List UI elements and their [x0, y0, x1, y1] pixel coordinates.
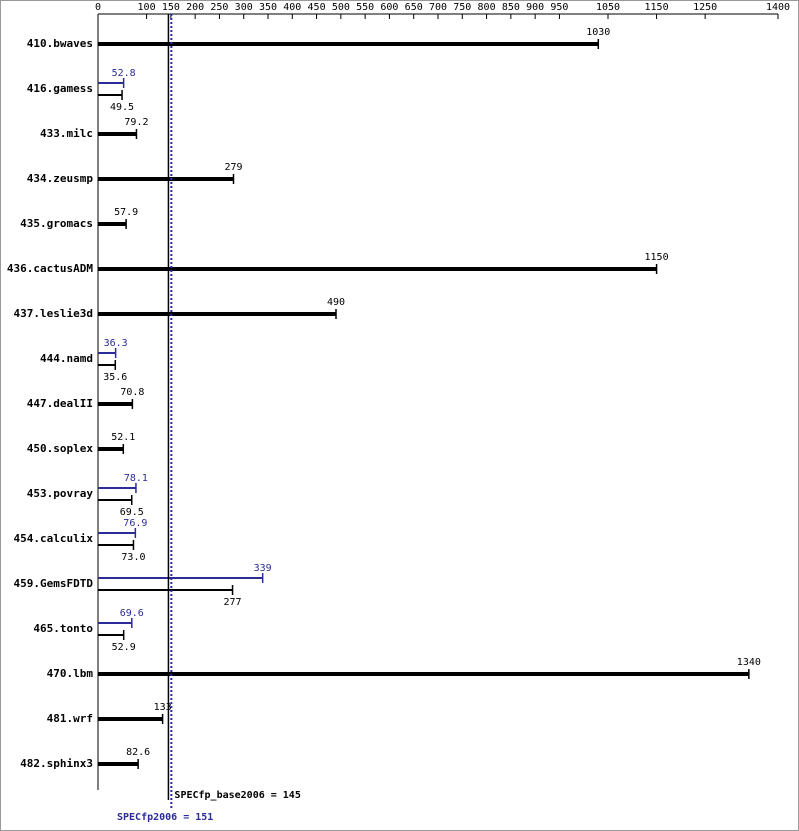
value-label: 36.3 [104, 338, 128, 349]
x-tick-label: 750 [453, 2, 471, 13]
value-label: 73.0 [121, 552, 145, 563]
category-label: 410.bwaves [27, 37, 93, 50]
value-label: 339 [254, 563, 272, 574]
category-label: 436.cactusADM [7, 262, 93, 275]
x-tick-label: 150 [162, 2, 180, 13]
value-label: 277 [224, 597, 242, 608]
reference-label: SPECfp2006 = 151 [117, 812, 213, 823]
x-tick-label: 0 [95, 2, 101, 13]
x-tick-label: 350 [259, 2, 277, 13]
x-tick-label: 800 [478, 2, 496, 13]
x-tick-label: 1050 [596, 2, 620, 13]
value-label: 35.6 [103, 372, 127, 383]
x-tick-label: 500 [332, 2, 350, 13]
value-label: 78.1 [124, 473, 148, 484]
x-tick-label: 900 [526, 2, 544, 13]
value-label: 52.9 [112, 642, 136, 653]
x-tick-label: 450 [308, 2, 326, 13]
x-tick-label: 850 [502, 2, 520, 13]
x-tick-label: 200 [186, 2, 204, 13]
x-tick-label: 1400 [766, 2, 790, 13]
value-label: 1150 [645, 252, 669, 263]
x-tick-label: 300 [235, 2, 253, 13]
category-label: 459.GemsFDTD [14, 577, 94, 590]
value-label: 49.5 [110, 102, 134, 113]
value-label: 1340 [737, 657, 761, 668]
x-tick-label: 1150 [645, 2, 669, 13]
value-label: 79.2 [124, 117, 148, 128]
category-label: 482.sphinx3 [20, 757, 93, 770]
value-label: 279 [224, 162, 242, 173]
x-tick-label: 1250 [693, 2, 717, 13]
category-label: 450.soplex [27, 442, 94, 455]
x-tick-label: 650 [405, 2, 423, 13]
category-label: 435.gromacs [20, 217, 93, 230]
category-label: 454.calculix [14, 532, 94, 545]
value-label: 52.1 [111, 432, 135, 443]
x-tick-label: 250 [210, 2, 228, 13]
category-label: 453.povray [27, 487, 94, 500]
value-label: 133 [154, 702, 172, 713]
value-label: 57.9 [114, 207, 138, 218]
value-label: 69.6 [120, 608, 144, 619]
value-label: 52.8 [112, 68, 136, 79]
x-tick-label: 400 [283, 2, 301, 13]
category-label: 470.lbm [47, 667, 94, 680]
category-label: 416.gamess [27, 82, 93, 95]
value-label: 82.6 [126, 747, 150, 758]
value-label: 70.8 [120, 387, 144, 398]
category-label: 447.dealII [27, 397, 93, 410]
value-label: 1030 [586, 27, 610, 38]
reference-label: SPECfp_base2006 = 145 [174, 790, 300, 801]
value-label: 69.5 [120, 507, 144, 518]
category-label: 433.milc [40, 127, 93, 140]
category-label: 434.zeusmp [27, 172, 94, 185]
x-tick-label: 950 [550, 2, 568, 13]
category-label: 437.leslie3d [14, 307, 93, 320]
x-tick-label: 100 [138, 2, 156, 13]
category-label: 465.tonto [33, 622, 93, 635]
category-label: 444.namd [40, 352, 93, 365]
x-tick-label: 550 [356, 2, 374, 13]
value-label: 76.9 [123, 518, 147, 529]
value-label: 490 [327, 297, 345, 308]
category-label: 481.wrf [47, 712, 93, 725]
x-tick-label: 700 [429, 2, 447, 13]
x-tick-label: 600 [380, 2, 398, 13]
